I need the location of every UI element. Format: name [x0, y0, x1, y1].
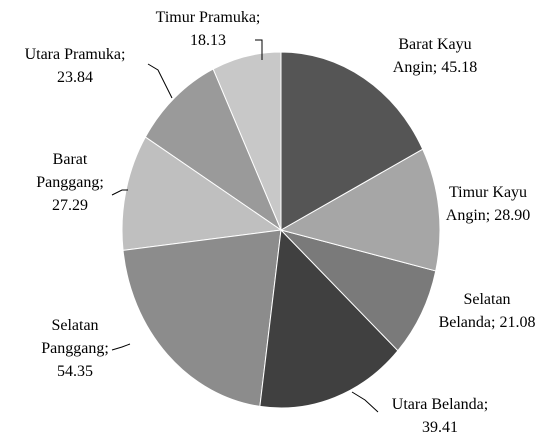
- data-label: Selatan Panggang; 54.35: [35, 314, 115, 383]
- category-label: Selatan Panggang;: [41, 317, 109, 357]
- pie-slice: [279, 229, 437, 352]
- pie-slice: [259, 228, 399, 409]
- category-label: Selatan Belanda;: [438, 291, 511, 331]
- leader-lines: [111, 39, 379, 413]
- value-label: 54.35: [57, 363, 93, 380]
- category-label: Timur Pramuka;: [155, 9, 261, 26]
- pie-slice: [122, 229, 282, 407]
- value-label: 28.90: [494, 207, 531, 224]
- pie-slice: [279, 148, 441, 272]
- pie-slice: [280, 51, 424, 231]
- category-label: Barat Kayu Angin;: [392, 36, 472, 76]
- leader-line: [351, 391, 379, 413]
- value-label: 21.08: [499, 314, 536, 331]
- value-label: 27.29: [52, 197, 88, 214]
- category-label: Timur Kayu Angin;: [445, 184, 528, 224]
- value-label: 39.41: [422, 419, 458, 433]
- data-label: Barat Panggang; 27.29: [30, 148, 110, 217]
- pie-slice: [144, 68, 283, 232]
- value-label: 45.18: [441, 59, 478, 76]
- leader-line: [111, 189, 128, 196]
- category-label: Utara Pramuka;: [24, 46, 126, 63]
- data-label: Utara Pramuka; 23.84: [19, 43, 131, 89]
- pie-slice: [121, 136, 283, 251]
- category-label: Barat Panggang;: [36, 151, 104, 191]
- data-label: Selatan Belanda; 21.08: [434, 288, 540, 334]
- data-label: Utara Belanda; 39.41: [385, 393, 495, 433]
- data-label: Timur Kayu Angin; 28.90: [438, 181, 538, 227]
- value-label: 23.84: [57, 69, 93, 86]
- leader-line: [255, 39, 263, 60]
- data-label: Timur Pramuka; 18.13: [152, 6, 264, 52]
- leader-line: [111, 343, 131, 351]
- data-label: Barat Kayu Angin; 45.18: [385, 33, 485, 79]
- leader-line: [147, 63, 173, 99]
- value-label: 18.13: [190, 32, 226, 49]
- category-label: Utara Belanda;: [391, 396, 489, 413]
